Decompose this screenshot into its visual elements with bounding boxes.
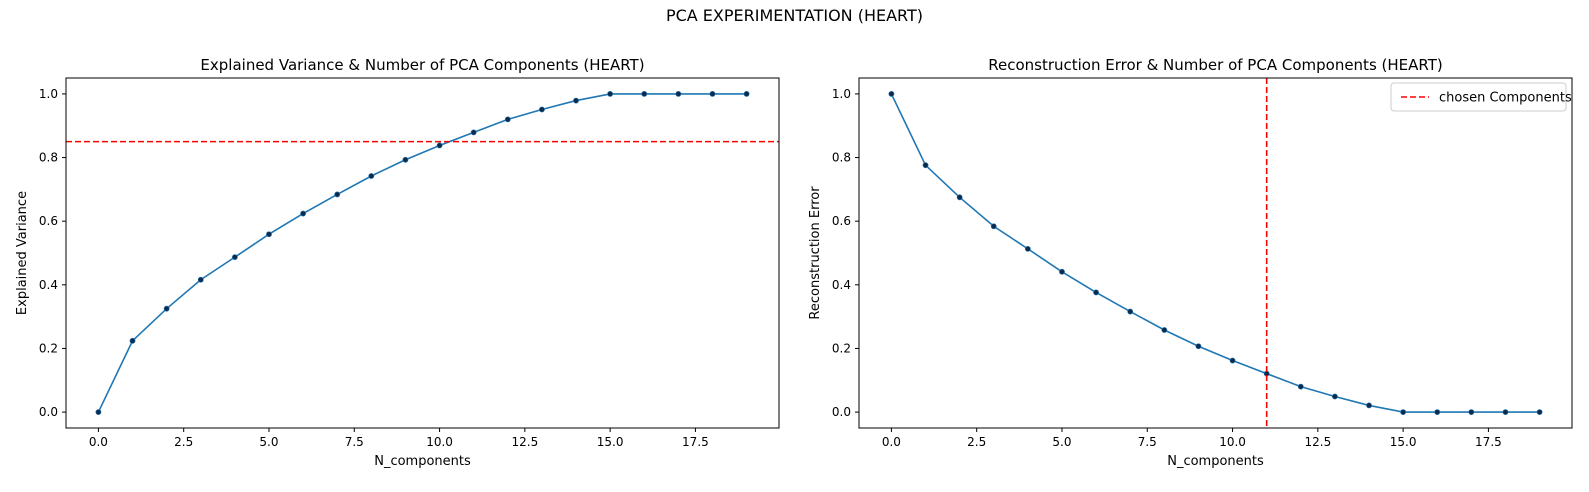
- series-line: [97, 93, 747, 413]
- data-point: [1195, 343, 1202, 350]
- x-tick-label: 5.0: [1052, 435, 1071, 449]
- data-point: [607, 91, 614, 97]
- data-point: [1093, 289, 1099, 296]
- data-point: [1297, 383, 1304, 390]
- data-point: [1536, 409, 1543, 415]
- figure-suptitle: PCA EXPERIMENTATION (HEART): [665, 6, 924, 25]
- legend-box: [1390, 82, 1567, 112]
- y-tick-label: 0.4: [39, 278, 58, 292]
- data-point: [334, 191, 341, 198]
- y-tick-label: 0.0: [832, 405, 851, 419]
- x-tick-label: 0.0: [89, 435, 108, 449]
- data-point: [1400, 409, 1407, 415]
- x-tick-label: 12.5: [1304, 435, 1331, 449]
- y-tick-label: 1.0: [832, 87, 851, 101]
- x-tick-label: 15.0: [1390, 435, 1417, 449]
- x-tick-label: 2.5: [174, 435, 193, 449]
- x-tick-label: 10.0: [1219, 435, 1246, 449]
- data-point: [504, 116, 511, 123]
- y-tick-label: 0.2: [832, 341, 851, 355]
- y-tick-label: 0.8: [832, 151, 851, 165]
- data-point: [709, 91, 716, 97]
- x-tick-label: 7.5: [1138, 435, 1157, 449]
- data-point: [231, 254, 238, 261]
- data-point: [956, 194, 963, 201]
- y-tick-label: 0.2: [39, 341, 58, 355]
- data-point: [1468, 409, 1475, 415]
- series-line: [890, 93, 1540, 413]
- x-tick-label: 12.5: [511, 435, 538, 449]
- legend-label: chosen Components: [1439, 91, 1572, 106]
- data-point: [641, 91, 648, 97]
- data-point: [402, 156, 409, 163]
- data-point: [1332, 393, 1338, 400]
- x-tick-label: 7.5: [345, 435, 364, 449]
- data-point: [470, 129, 477, 136]
- y-axis-label: Explained Variance: [15, 191, 30, 315]
- y-tick-label: 0.4: [832, 278, 851, 292]
- data-point: [368, 173, 375, 179]
- y-axis-label: Reconstruction Error: [808, 186, 823, 320]
- y-tick-label: 0.0: [39, 405, 58, 419]
- data-point: [1024, 245, 1031, 252]
- x-tick-label: 10.0: [426, 435, 453, 449]
- x-tick-label: 0.0: [882, 435, 901, 449]
- data-point: [675, 91, 682, 97]
- data-point: [922, 162, 929, 169]
- data-point: [1229, 357, 1236, 364]
- axes-frame: [858, 77, 1573, 429]
- y-tick-label: 0.6: [39, 214, 58, 228]
- axes-frame: [65, 77, 780, 429]
- data-point: [1366, 402, 1372, 409]
- data-point: [1434, 409, 1441, 415]
- chart-title: Explained Variance & Number of PCA Compo…: [200, 56, 644, 74]
- legend: chosen Components: [1390, 82, 1572, 112]
- data-point: [436, 142, 443, 149]
- data-point: [300, 210, 306, 217]
- x-tick-label: 17.5: [1475, 435, 1502, 449]
- x-tick-label: 17.5: [682, 435, 709, 449]
- data-point: [1161, 327, 1168, 333]
- data-point: [163, 305, 170, 312]
- data-point: [95, 409, 102, 415]
- x-axis-label: N_components: [374, 454, 471, 469]
- y-tick-label: 0.6: [832, 214, 851, 228]
- chart-title: Reconstruction Error & Number of PCA Com…: [988, 56, 1443, 74]
- data-point: [573, 97, 579, 104]
- x-tick-label: 5.0: [259, 435, 278, 449]
- data-point: [743, 91, 750, 97]
- data-point: [129, 337, 136, 344]
- y-tick-label: 0.8: [39, 151, 58, 165]
- x-axis-label: N_components: [1167, 454, 1264, 469]
- data-point: [539, 106, 545, 113]
- data-point: [1059, 268, 1065, 275]
- data-point: [990, 223, 997, 230]
- data-point: [197, 276, 204, 283]
- data-point: [266, 231, 272, 238]
- y-tick-label: 1.0: [39, 87, 58, 101]
- data-point: [888, 91, 895, 97]
- data-point: [1502, 409, 1509, 415]
- x-tick-label: 2.5: [967, 435, 986, 449]
- data-point: [1127, 308, 1134, 315]
- x-tick-label: 15.0: [597, 435, 624, 449]
